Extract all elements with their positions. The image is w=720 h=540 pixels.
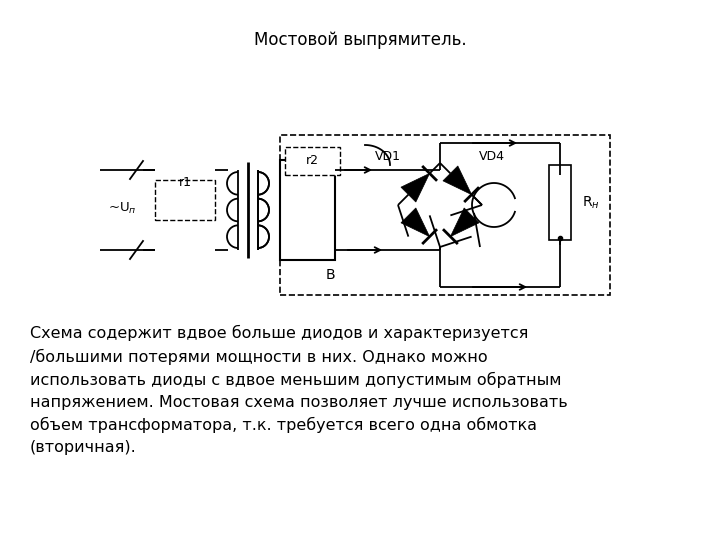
Text: ~U$_п$: ~U$_п$ — [108, 200, 137, 215]
Text: r1: r1 — [179, 176, 192, 188]
Text: R$_н$: R$_н$ — [582, 194, 600, 211]
Text: Схема содержит вдвое больше диодов и характеризуется
/большими потерями мощности: Схема содержит вдвое больше диодов и хар… — [30, 325, 568, 455]
Text: Мостовой выпрямитель.: Мостовой выпрямитель. — [253, 31, 467, 49]
Text: В: В — [325, 268, 335, 282]
Polygon shape — [401, 173, 430, 202]
Bar — [280, 160, 335, 260]
Text: VD1: VD1 — [375, 150, 401, 163]
Polygon shape — [451, 208, 479, 237]
Bar — [549, 165, 571, 240]
Text: r2: r2 — [306, 154, 319, 167]
Bar — [155, 180, 215, 220]
Polygon shape — [401, 208, 430, 237]
Text: VD4: VD4 — [479, 150, 505, 163]
Bar — [280, 135, 610, 295]
Bar — [285, 147, 340, 175]
Polygon shape — [443, 166, 472, 194]
